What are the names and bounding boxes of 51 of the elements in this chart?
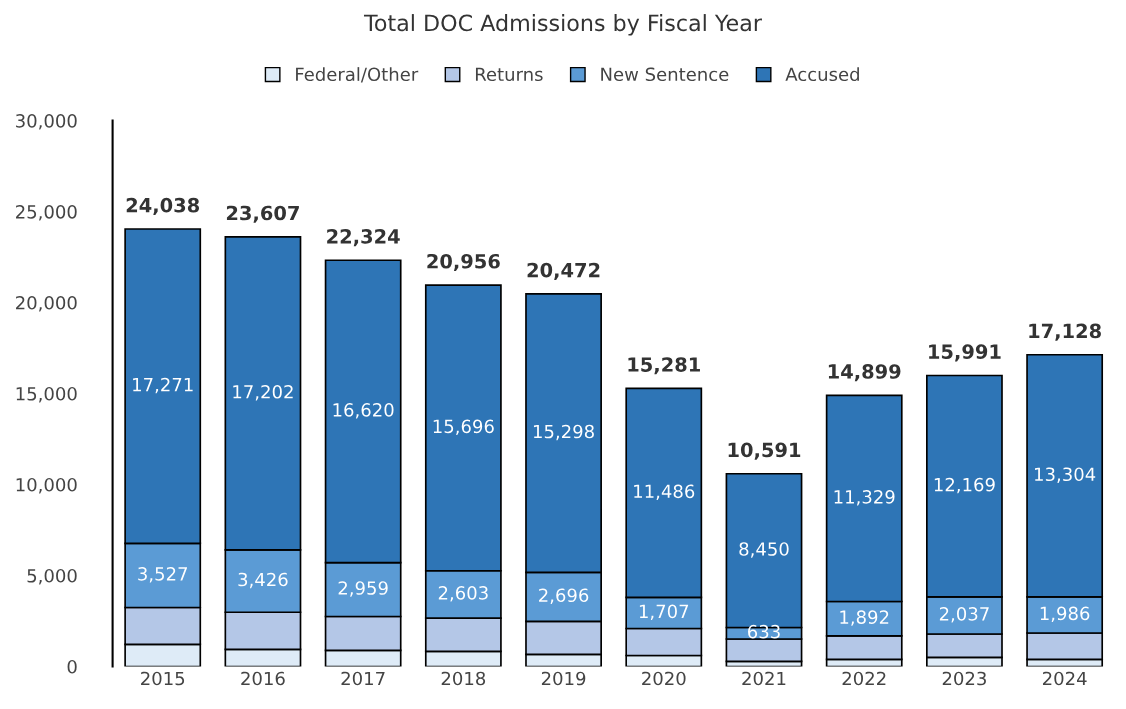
- data-label: 2,959: [338, 581, 388, 597]
- legend-label: Accused: [785, 67, 859, 82]
- y-tick-label: 10,000: [16, 477, 77, 494]
- data-label: 1,892: [840, 610, 889, 626]
- y-tick-label: 15,000: [16, 386, 77, 403]
- chart-title: Total DOC Admissions by Fiscal Year: [363, 14, 762, 36]
- total-label: 24,038: [126, 197, 200, 215]
- legend-label: Federal/Other: [296, 67, 419, 83]
- data-label: 2,603: [438, 586, 488, 602]
- total-label: 20,472: [527, 262, 600, 280]
- data-label: 2,037: [939, 607, 989, 623]
- legend-label: New Sentence: [601, 67, 729, 82]
- total-label: 15,991: [929, 344, 1001, 362]
- x-tick-label: 2023: [942, 671, 986, 686]
- total-label: 23,607: [226, 205, 299, 223]
- total-label: 20,956: [427, 253, 500, 272]
- data-label: 17,202: [233, 384, 293, 401]
- legend-label: Returns: [475, 67, 543, 82]
- x-tick-label: 2017: [341, 671, 385, 686]
- data-label: 12,169: [934, 477, 995, 494]
- data-label: 3,426: [238, 572, 288, 589]
- total-label: 14,899: [828, 364, 901, 382]
- data-label: 13,304: [1035, 467, 1096, 483]
- data-label: 15,298: [533, 424, 594, 441]
- total-label: 17,128: [1029, 323, 1101, 341]
- y-tick-label: 0: [67, 659, 77, 674]
- y-tick-label: 5,000: [27, 568, 77, 585]
- x-tick-label: 2021: [742, 671, 786, 686]
- x-tick-label: 2016: [241, 671, 285, 686]
- total-label: 15,281: [628, 357, 700, 375]
- data-label: 11,486: [634, 484, 695, 500]
- x-tick-label: 2015: [141, 671, 185, 686]
- data-label: 15,696: [433, 419, 494, 436]
- data-label: 2,696: [539, 588, 589, 604]
- data-label: 11,329: [834, 490, 895, 506]
- x-tick-label: 2018: [441, 671, 486, 686]
- y-tick-label: 30,000: [16, 113, 77, 130]
- total-label: 10,591: [728, 442, 801, 460]
- x-tick-label: 2020: [642, 671, 686, 686]
- y-tick-label: 20,000: [16, 295, 77, 312]
- x-tick-label: 2022: [842, 671, 886, 686]
- data-label: 16,620: [333, 403, 394, 419]
- x-tick-label: 2024: [1042, 671, 1087, 686]
- y-tick-label: 25,000: [16, 204, 77, 221]
- data-label: 17,271: [133, 377, 193, 394]
- total-label: 22,324: [327, 229, 400, 247]
- data-label: 8,450: [739, 542, 789, 558]
- data-label: 3,527: [138, 566, 188, 583]
- x-tick-label: 2019: [541, 671, 586, 686]
- data-label: 1,986: [1040, 606, 1090, 623]
- data-label: 1,707: [639, 604, 689, 621]
